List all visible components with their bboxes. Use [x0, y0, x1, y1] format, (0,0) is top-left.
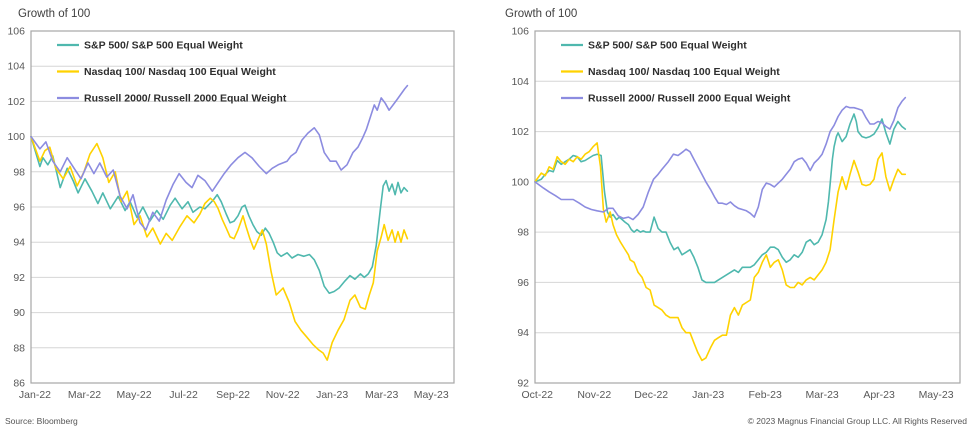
y-tick-label: 106 — [7, 26, 25, 38]
y-tick-label: 94 — [13, 237, 25, 249]
legend-label-0: S&P 500/ S&P 500 Equal Weight — [84, 40, 243, 52]
x-tick-label: Nov-22 — [577, 389, 611, 401]
x-tick-label: Dec-22 — [634, 389, 668, 401]
x-tick-label: May-22 — [117, 389, 152, 401]
y-tick-label: 102 — [7, 96, 25, 108]
x-tick-label: Jan-22 — [19, 389, 51, 401]
legend-label-2: Russell 2000/ Russell 2000 Equal Weight — [588, 93, 791, 105]
x-tick-label: Jan-23 — [316, 389, 348, 401]
x-tick-label: Feb-23 — [749, 389, 782, 401]
y-tick-label: 92 — [517, 378, 529, 390]
x-tick-label: Jan-23 — [692, 389, 724, 401]
source-note: Source: Bloomberg — [5, 416, 78, 426]
legend-label-0: S&P 500/ S&P 500 Equal Weight — [588, 40, 747, 52]
y-tick-label: 96 — [517, 277, 529, 289]
series-line-2 — [30, 84, 409, 231]
x-tick-label: Mar-23 — [805, 389, 838, 401]
series-line-1 — [30, 135, 409, 361]
x-tick-label: May-23 — [414, 389, 449, 401]
y-tick-label: 100 — [7, 131, 25, 143]
x-tick-label: Sep-22 — [216, 389, 250, 401]
x-tick-label: Apr-23 — [863, 389, 895, 401]
x-tick-label: Nov-22 — [266, 389, 300, 401]
x-tick-label: Mar-22 — [68, 389, 101, 401]
legend-label-1: Nasdaq 100/ Nasdaq 100 Equal Weight — [84, 66, 276, 78]
series-line-2 — [534, 96, 907, 221]
y-tick-label: 98 — [13, 166, 25, 178]
y-tick-label: 106 — [511, 26, 529, 38]
y-tick-label: 104 — [511, 76, 529, 88]
x-tick-label: Jul-22 — [169, 389, 198, 401]
line-chart-left: Growth of 10010610410210098969492908886J… — [7, 8, 455, 401]
series-line-0 — [30, 135, 409, 295]
copyright-note: © 2023 Magnus Financial Group LLC. All R… — [747, 416, 967, 426]
legend-label-2: Russell 2000/ Russell 2000 Equal Weight — [84, 93, 287, 105]
y-tick-label: 98 — [517, 227, 529, 239]
y-tick-label: 100 — [511, 176, 529, 188]
y-tick-label: 104 — [7, 61, 25, 73]
x-tick-label: May-23 — [919, 389, 954, 401]
y-tick-label: 90 — [13, 307, 25, 319]
y-tick-label: 86 — [13, 378, 25, 390]
y-tick-label: 88 — [13, 342, 25, 354]
y-tick-label: 94 — [517, 327, 529, 339]
x-tick-label: Oct-22 — [522, 389, 554, 401]
plot-border — [534, 30, 961, 384]
y-tick-label: 102 — [511, 126, 529, 138]
plot-border — [30, 30, 455, 384]
y-tick-label: 96 — [13, 202, 25, 214]
chart-panel-left: Growth of 100 106 104 102 100 98 96 94 92 90 88 86 J… — [0, 0, 486, 435]
chart-title: Growth of 100 — [505, 8, 577, 20]
series-line-0 — [534, 113, 907, 284]
chart-title: Growth of 100 — [18, 8, 90, 20]
chart-panel-right: Growth of 100 106 104 102 100 98 96 94 92 Oct-22 N… — [487, 0, 973, 435]
legend-label-1: Nasdaq 100/ Nasdaq 100 Equal Weight — [588, 66, 780, 78]
y-tick-label: 92 — [13, 272, 25, 284]
x-tick-label: Mar-23 — [365, 389, 398, 401]
series-line-1 — [534, 142, 907, 362]
